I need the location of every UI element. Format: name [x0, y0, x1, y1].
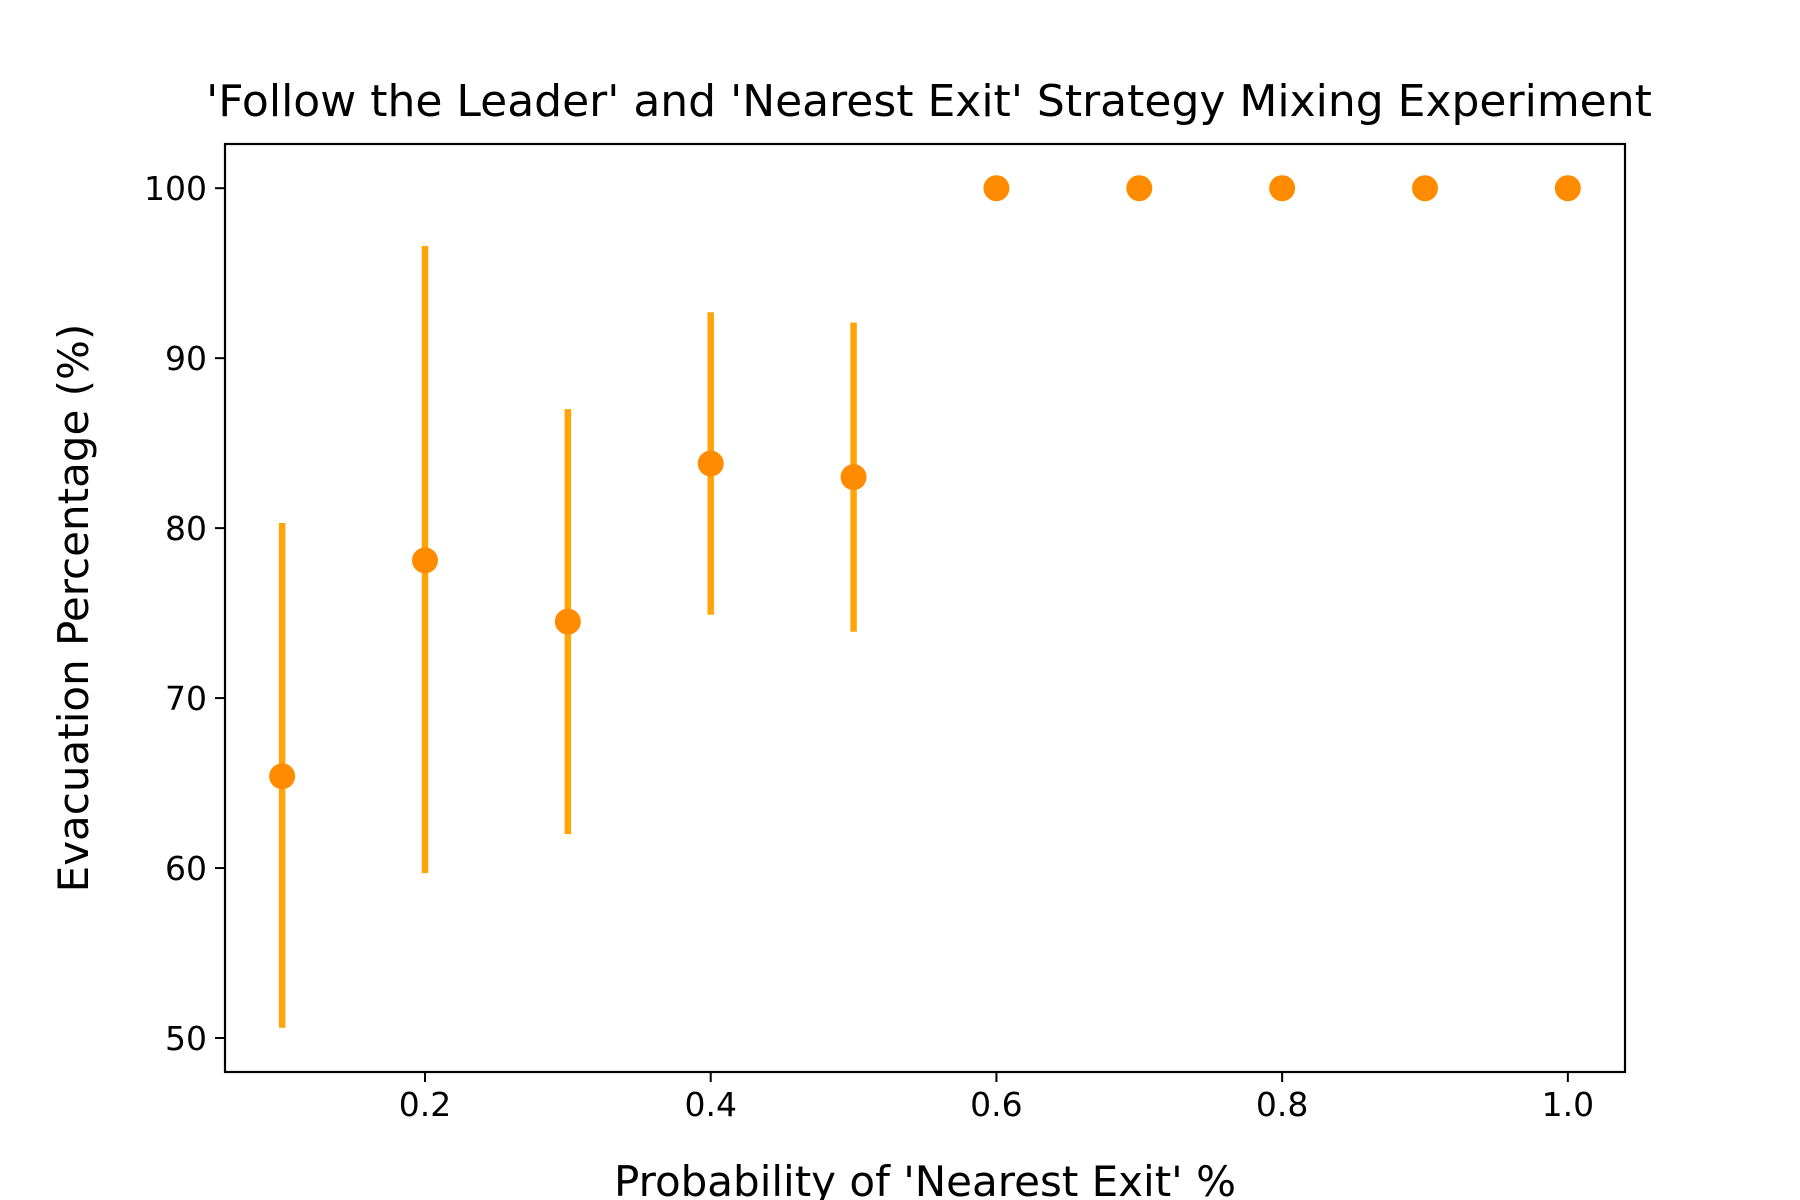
- y-tick-label: 50: [165, 1019, 207, 1058]
- error-bars: [278, 245, 857, 1028]
- data-point: [840, 464, 867, 491]
- y-tick-label: 80: [165, 509, 207, 548]
- x-tick-label: 0.4: [684, 1085, 736, 1124]
- chart-title: 'Follow the Leader' and 'Nearest Exit' S…: [206, 76, 1652, 127]
- x-axis-label: Probability of 'Nearest Exit' %: [614, 1157, 1236, 1200]
- x-axis: 0.2 0.4 0.6 0.8 1.0: [399, 1072, 1594, 1124]
- data-point: [1412, 175, 1438, 202]
- data-points: [269, 175, 1581, 790]
- data-point: [983, 175, 1010, 202]
- x-tick-label: 0.2: [399, 1085, 451, 1124]
- y-axis: 50 60 70 80 90 100: [144, 169, 225, 1058]
- data-point: [412, 547, 438, 574]
- x-tick-label: 0.6: [970, 1085, 1022, 1124]
- x-tick-label: 1.0: [1542, 1085, 1594, 1124]
- data-point: [1554, 175, 1581, 202]
- data-point: [1126, 175, 1153, 202]
- data-point: [697, 450, 724, 477]
- plot-frame: [223, 142, 1627, 1074]
- y-axis-label: Evacuation Percentage (%): [49, 324, 98, 893]
- y-tick-label: 90: [165, 339, 207, 378]
- data-point: [269, 763, 296, 790]
- data-point: [1269, 175, 1296, 202]
- y-tick-label: 60: [165, 849, 207, 888]
- y-tick-label: 70: [165, 679, 207, 718]
- y-tick-label: 100: [144, 169, 207, 208]
- x-tick-label: 0.8: [1256, 1085, 1308, 1124]
- data-point: [554, 608, 581, 635]
